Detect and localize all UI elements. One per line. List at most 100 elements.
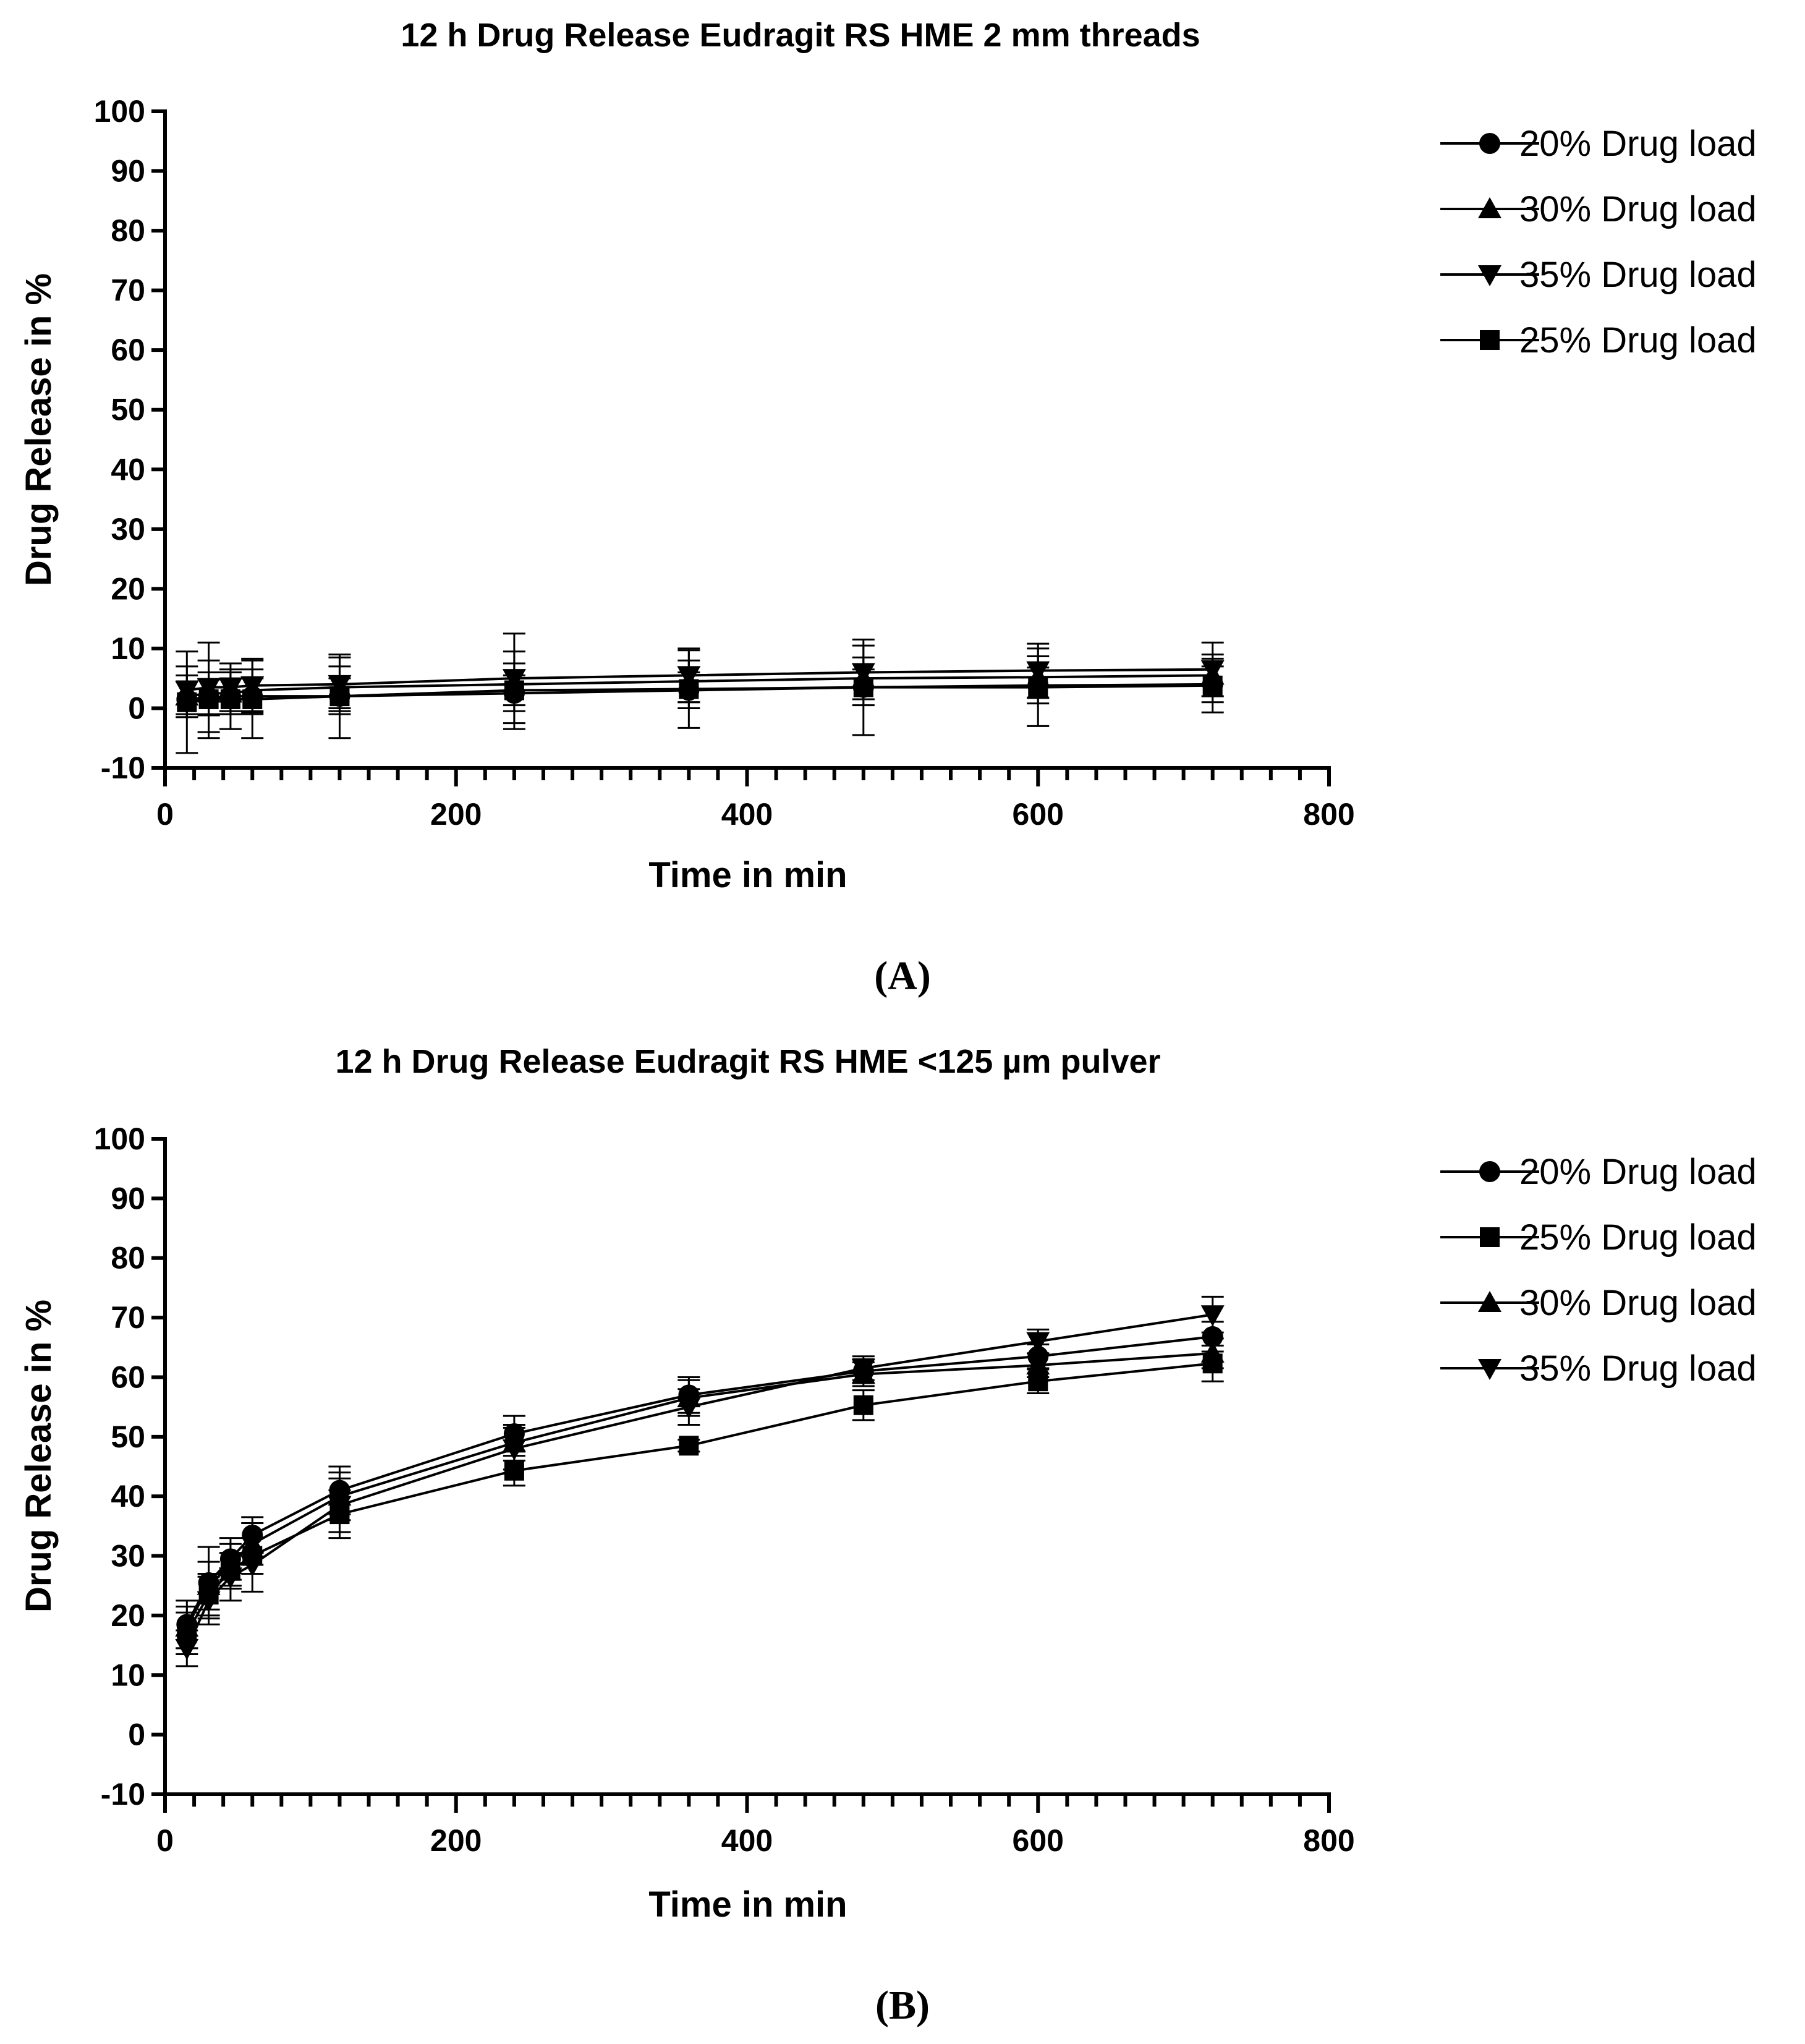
x-axis-label: Time in min: [648, 855, 847, 895]
y-tick-label: 20: [111, 1598, 145, 1633]
data-point: [679, 1436, 699, 1456]
y-tick-label: 80: [111, 213, 145, 248]
panel-label: (A): [874, 953, 931, 999]
panel-label: (B): [875, 1983, 930, 2028]
y-tick-label: 90: [111, 154, 145, 189]
data-point: [1202, 675, 1223, 696]
chart-panel-b: 12 h Drug Release Eudragit RS HME <125 µ…: [19, 1043, 1757, 2028]
y-tick-label: 60: [111, 1360, 145, 1394]
x-axis-label: Time in min: [648, 1884, 847, 1925]
series-3: [175, 632, 1225, 733]
y-axis-label: Drug Release in %: [19, 1300, 59, 1612]
legend-label: 20% Drug load: [1519, 124, 1757, 164]
chart-panel-a: 12 h Drug Release Eudragit RS HME 2 mm t…: [19, 17, 1757, 999]
data-point: [1200, 1341, 1225, 1363]
data-point: [198, 689, 219, 709]
legend-label: 35% Drug load: [1519, 255, 1757, 295]
y-tick-label: 100: [94, 94, 145, 129]
y-axis-label: Drug Release in %: [19, 273, 59, 586]
series-4: [175, 1295, 1225, 1667]
x-tick-label: 800: [1303, 1823, 1354, 1858]
y-tick-label: 60: [111, 333, 145, 367]
series-line: [185, 1352, 1213, 1629]
data-point: [853, 1395, 873, 1415]
x-tick-label: 200: [430, 797, 482, 832]
data-point: [175, 1616, 199, 1637]
legend-label: 25% Drug load: [1519, 320, 1757, 360]
y-tick-label: 70: [111, 1300, 145, 1335]
series-1: [176, 1321, 1224, 1650]
legend-item: 25% Drug load: [1440, 320, 1757, 360]
legend-marker: [1478, 1291, 1501, 1312]
legend-marker: [1478, 1359, 1501, 1380]
legend-marker: [1479, 133, 1500, 154]
series-4: [176, 638, 1224, 754]
legend-label: 25% Drug load: [1519, 1217, 1757, 1258]
y-tick-label: 0: [128, 1718, 145, 1752]
legend-item: 20% Drug load: [1440, 1152, 1757, 1192]
y-tick-label: 30: [111, 512, 145, 547]
data-point: [1028, 677, 1048, 697]
data-point: [329, 686, 350, 707]
y-tick-label: 70: [111, 273, 145, 308]
legend-item: 20% Drug load: [1440, 124, 1757, 164]
x-tick-label: 400: [721, 1823, 773, 1858]
legend-item: 35% Drug load: [1440, 255, 1757, 295]
legend-item: 25% Drug load: [1440, 1217, 1757, 1258]
legend-marker: [1479, 1161, 1500, 1182]
legend-item: 35% Drug load: [1440, 1348, 1757, 1389]
series-line: [187, 674, 1213, 698]
y-tick-label: 0: [128, 691, 145, 725]
data-point: [504, 680, 524, 700]
x-tick-label: 800: [1303, 797, 1354, 832]
data-point: [1026, 1332, 1050, 1353]
data-point: [197, 1591, 221, 1612]
data-point: [242, 689, 263, 709]
data-point: [177, 692, 197, 712]
data-point: [853, 677, 873, 697]
series-line: [185, 1335, 1213, 1625]
chart-title: 12 h Drug Release Eudragit RS HME 2 mm t…: [401, 17, 1200, 54]
x-tick-label: 200: [430, 1823, 482, 1858]
series-line: [187, 668, 1213, 692]
data-point: [851, 1359, 875, 1380]
y-tick-label: 40: [111, 1479, 145, 1514]
legend-label: 30% Drug load: [1519, 189, 1757, 229]
y-tick-label: 50: [111, 1420, 145, 1454]
legend-item: 30% Drug load: [1440, 1283, 1757, 1323]
legend-marker: [1480, 330, 1500, 350]
y-tick-label: 50: [111, 393, 145, 427]
y-tick-label: 100: [94, 1122, 145, 1156]
y-tick-label: 90: [111, 1181, 145, 1216]
legend-marker: [1478, 197, 1501, 218]
chart-title: 12 h Drug Release Eudragit RS HME <125 µ…: [335, 1043, 1160, 1080]
data-point: [1026, 1353, 1050, 1375]
legend-item: 30% Drug load: [1440, 189, 1757, 229]
legend-marker: [1478, 265, 1501, 286]
data-point: [175, 1638, 199, 1660]
y-tick-label: 30: [111, 1539, 145, 1573]
y-tick-label: -10: [101, 751, 145, 785]
legend-label: 35% Drug load: [1519, 1348, 1757, 1389]
data-point: [328, 1496, 352, 1517]
data-point: [220, 689, 240, 709]
x-tick-label: 0: [156, 797, 174, 832]
legend-marker: [1480, 1227, 1500, 1247]
legend-label: 30% Drug load: [1519, 1283, 1757, 1323]
series-line: [187, 684, 1213, 704]
x-tick-label: 0: [156, 1823, 174, 1858]
x-tick-label: 400: [721, 797, 773, 832]
x-tick-label: 600: [1013, 1823, 1064, 1858]
series-line: [185, 1313, 1213, 1649]
x-tick-label: 600: [1013, 797, 1064, 832]
data-point: [1202, 1326, 1223, 1347]
data-point: [1200, 1305, 1225, 1327]
series-line: [185, 1362, 1213, 1634]
data-point: [679, 679, 699, 699]
y-tick-label: 20: [111, 571, 145, 606]
y-tick-label: 80: [111, 1241, 145, 1275]
data-point: [240, 1556, 265, 1577]
y-tick-label: 40: [111, 452, 145, 487]
legend-label: 20% Drug load: [1519, 1152, 1757, 1192]
